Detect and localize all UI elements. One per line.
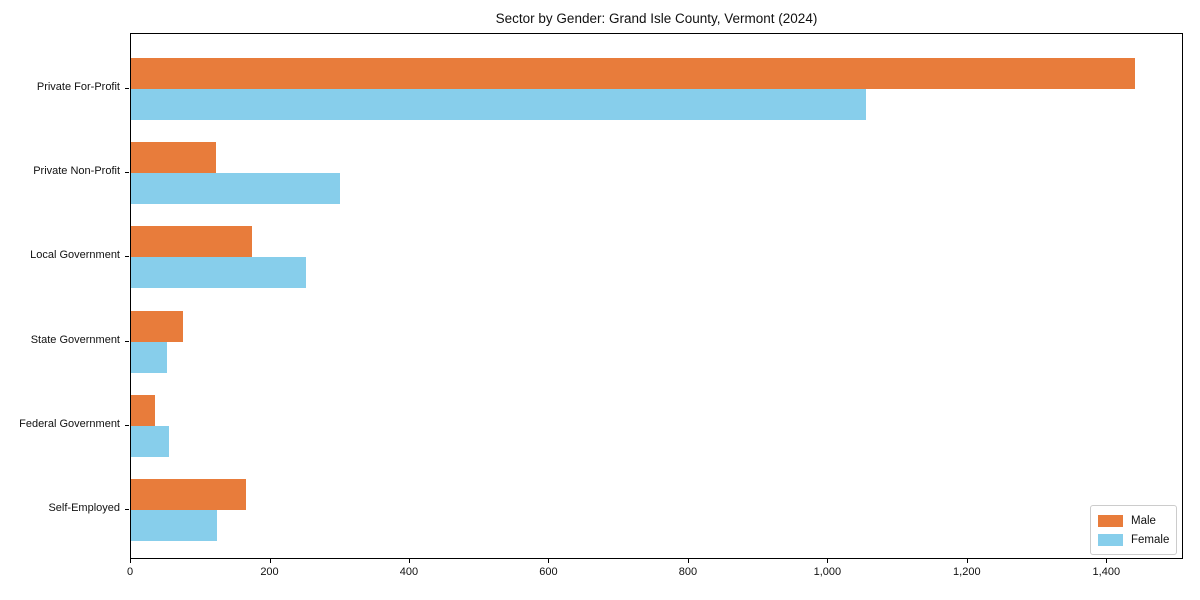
x-tick-label: 1,000: [813, 566, 842, 578]
y-tick-label: State Government: [30, 333, 120, 346]
y-tick-mark: [125, 256, 129, 258]
x-tick-label: 200: [260, 566, 279, 578]
male-series-swatch: [1098, 514, 1123, 527]
y-tick-mark: [125, 424, 129, 426]
bar-male-private-non-profit: [131, 142, 217, 174]
legend-label-male: Male: [1131, 514, 1156, 527]
bar-male-local-government: [131, 226, 253, 258]
legend: Male Female: [1090, 505, 1177, 555]
bar-female-local-government: [131, 257, 306, 289]
bar-male-state-government: [131, 310, 184, 342]
y-tick-label: Local Government: [30, 249, 120, 262]
x-tick-label: 1,400: [1092, 566, 1121, 578]
y-tick-mark: [125, 509, 129, 510]
bar-female-private-non-profit: [131, 173, 341, 205]
y-tick-label: Self-Employed: [48, 502, 120, 514]
plot-area: [130, 33, 1183, 559]
x-tick-mark: [269, 559, 271, 563]
legend-item-female: Female: [1098, 530, 1170, 549]
legend-item-male: Male: [1098, 511, 1168, 530]
bar-male-federal-government: [131, 394, 156, 426]
bar-female-state-government: [131, 341, 168, 373]
y-tick-label: Federal Government: [19, 417, 120, 430]
y-tick-mark: [125, 172, 129, 174]
bar-female-self-employed: [131, 510, 217, 541]
x-tick-label: 800: [678, 566, 698, 578]
x-tick-mark: [1106, 559, 1108, 563]
x-tick-label: 600: [539, 566, 558, 578]
x-tick-label: 400: [399, 566, 419, 578]
bar-female-federal-government: [131, 425, 170, 457]
x-tick-mark: [687, 559, 689, 563]
x-tick-label: 1,200: [953, 566, 981, 578]
y-tick-label: Private For-Profit: [36, 81, 120, 93]
chart-title: Sector by Gender: Grand Isle County, Ver…: [495, 11, 818, 26]
x-tick-label: 0: [126, 566, 134, 578]
x-tick-mark: [827, 559, 829, 563]
bar-male-self-employed: [131, 479, 247, 510]
x-tick-mark: [966, 559, 968, 563]
x-tick-mark: [130, 559, 131, 563]
bar-male-private-for-profit: [131, 58, 1136, 89]
bar-female-private-for-profit: [131, 89, 866, 120]
y-tick-mark: [125, 88, 129, 89]
legend-label-female: Female: [1131, 533, 1170, 546]
y-tick-label: Private Non-Profit: [33, 165, 120, 178]
x-tick-mark: [408, 559, 410, 563]
female-series-swatch: [1098, 533, 1123, 546]
x-tick-mark: [548, 559, 550, 563]
y-tick-mark: [125, 340, 129, 342]
